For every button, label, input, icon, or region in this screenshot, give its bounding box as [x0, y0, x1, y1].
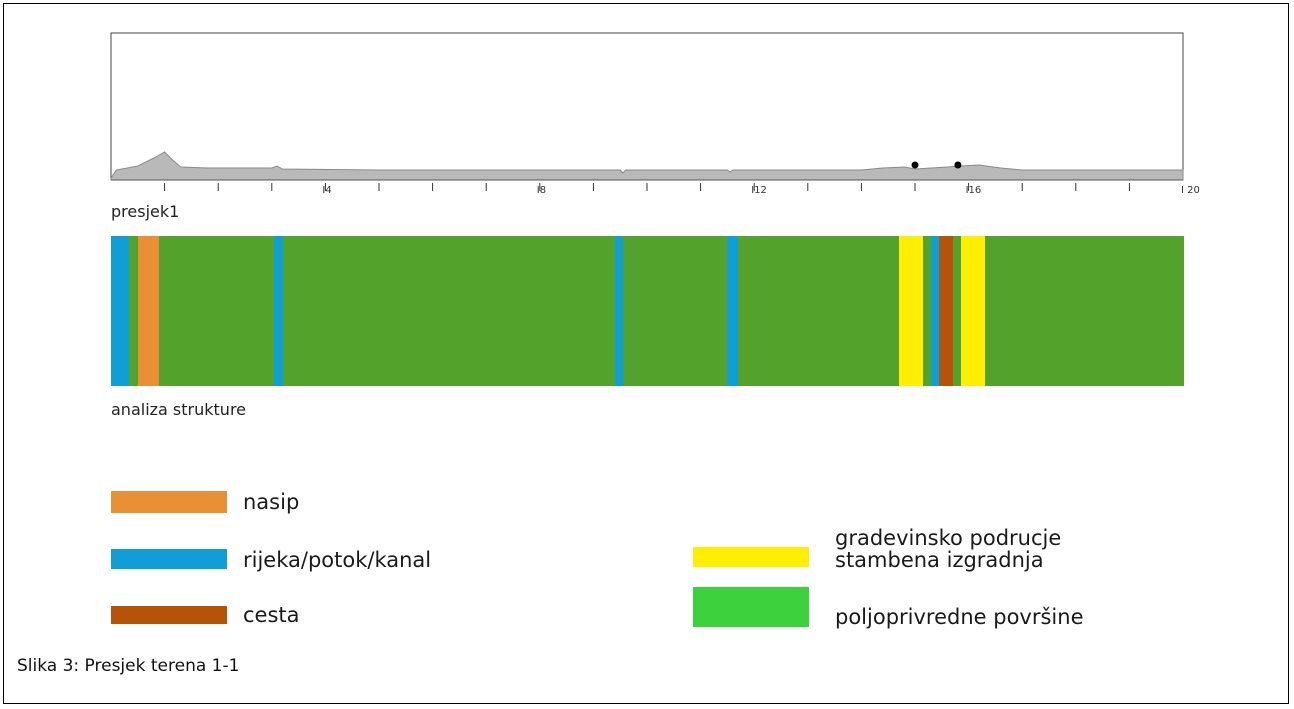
structure-segment: [738, 236, 900, 386]
legend-swatch-road: [111, 606, 227, 624]
profile-axis-tick-label: I 20: [1181, 185, 1200, 196]
profile-axis-tick-label: I12: [751, 185, 767, 196]
structure-segment: [923, 236, 932, 386]
structure-segment: [960, 236, 986, 386]
legend-label-building-line1: gradevinsko podrucje: [835, 526, 1062, 550]
figure-frame: [3, 3, 1289, 704]
legend-swatch-river: [111, 549, 227, 569]
legend-swatch-agri: [693, 587, 809, 627]
structure-segment: [931, 236, 940, 386]
profile-markers: [911, 161, 962, 169]
structure-segment: [614, 236, 624, 386]
legend-label-agri: poljoprivredne površine: [835, 605, 1084, 629]
terrain-profile-chart: I4 I8 I12 I16 I 20: [110, 32, 1200, 196]
profile-axis-tick-label: I16: [966, 185, 982, 196]
structure-segment: [282, 236, 616, 386]
profile-frame: [110, 32, 1184, 181]
legend-label-river: rijeka/potok/kanal: [243, 548, 432, 572]
structure-title: analiza strukture: [111, 400, 247, 419]
structure-segment: [727, 236, 739, 386]
profile-axis-tick-label: I8: [537, 185, 546, 196]
structure-segment: [129, 236, 139, 386]
structure-segment: [274, 236, 284, 386]
profile-marker-dot: [911, 161, 919, 169]
structure-analysis-bar: [111, 236, 1184, 386]
structure-segment: [939, 236, 954, 386]
legend-label-building-line2: stambena izgradnja: [835, 548, 1044, 572]
profile-axis-tick-label: I4: [322, 185, 331, 196]
legend-swatch-nasip: [111, 491, 227, 513]
figure-caption: Slika 3: Presjek terena 1-1: [17, 656, 240, 676]
structure-segment: [952, 236, 962, 386]
profile-title: presjek1: [111, 202, 180, 221]
profile-axis-ticks: I4 I8 I12 I16 I 20: [164, 183, 1200, 196]
structure-segment: [159, 236, 276, 386]
legend-label-nasip: nasip: [243, 490, 300, 514]
structure-segment: [984, 236, 1184, 386]
structure-segment: [898, 236, 924, 386]
structure-segment: [137, 236, 160, 386]
legend-label-road: cesta: [243, 603, 300, 627]
structure-segment: [622, 236, 728, 386]
structure-segment: [111, 236, 130, 386]
profile-marker-dot: [954, 161, 962, 169]
legend-swatch-building: [693, 547, 809, 567]
terrain-profile-area: [110, 151, 1184, 181]
